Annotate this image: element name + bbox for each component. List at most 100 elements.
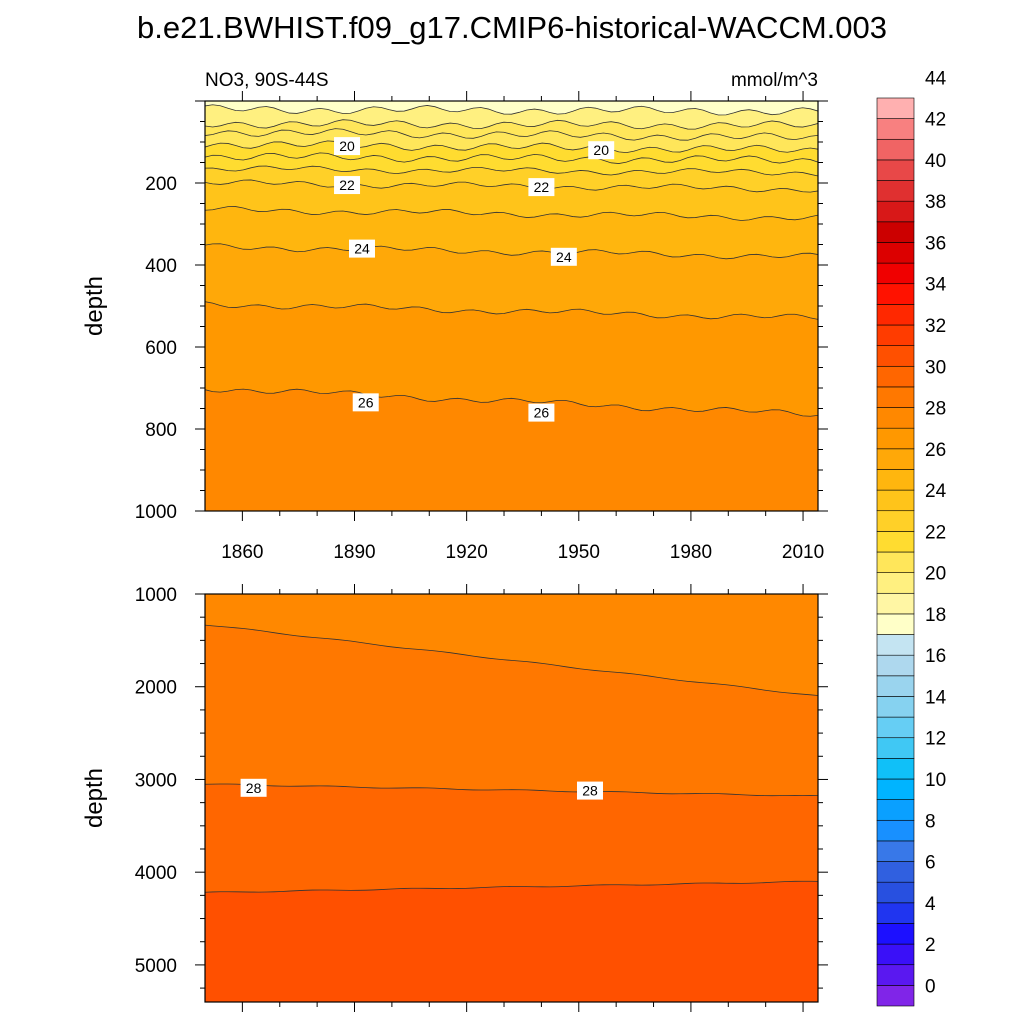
contour-fill-band xyxy=(205,101,818,116)
y-tick-label: 2000 xyxy=(135,678,177,699)
contour-label-box xyxy=(588,141,615,160)
upper-axis-ticks: 1860 1890 1920 1950 1980 2010 200 400 600 800 1000 xyxy=(135,91,828,563)
colorbar-box xyxy=(876,943,915,966)
contour-fill-band xyxy=(205,625,818,796)
colorbar-label: 2 xyxy=(925,935,936,956)
colorbar-label: 8 xyxy=(925,811,936,832)
colorbar-box xyxy=(876,324,915,346)
contour-label-text: 24 xyxy=(354,241,370,257)
chart-title: b.e21.BWHIST.f09_g17.CMIP6-historical-WA… xyxy=(137,10,887,45)
upper-y-axis-title: depth xyxy=(81,276,108,336)
colorbar-box xyxy=(876,819,915,842)
colorbar-label: 10 xyxy=(925,770,946,791)
lower-contour-labels: 28 28 xyxy=(240,778,603,800)
contour-label-box xyxy=(528,178,555,197)
contour-fill-band xyxy=(205,152,818,176)
contour-label-box xyxy=(348,239,375,258)
colorbar-label: 36 xyxy=(925,233,946,254)
colorbar-box xyxy=(876,469,915,491)
contour-line xyxy=(204,104,819,116)
contour-label: 20 xyxy=(334,137,361,156)
y-tick-label: 600 xyxy=(145,338,177,359)
colorbar-labels: 0246810121416182022242628303234363840424… xyxy=(925,68,947,997)
y-tick-label: 1000 xyxy=(135,502,177,523)
contour-label-text: 26 xyxy=(358,394,374,410)
colorbar-label: 18 xyxy=(925,605,946,626)
colorbar-label: 6 xyxy=(925,853,936,874)
contour-line xyxy=(204,179,819,193)
contour-line xyxy=(204,301,819,320)
colorbar-box xyxy=(876,283,915,305)
colorbar-box xyxy=(876,737,915,759)
colorbar-box xyxy=(876,985,915,1007)
colorbar-box xyxy=(876,489,915,512)
x-tick-label: 1860 xyxy=(221,542,263,563)
y-tick-label: 400 xyxy=(145,256,177,277)
colorbar-label: 14 xyxy=(925,687,947,708)
y-tick-label: 200 xyxy=(145,174,177,195)
x-tick-label: 1920 xyxy=(446,542,488,563)
lower-contour-lines xyxy=(204,624,819,893)
upper-left-title: NO3, 90S-44S xyxy=(205,70,329,91)
upper-panel: 20 20 22 22 24 24 26 26 1860 1890 1920 1950 1980 201… xyxy=(81,70,828,563)
colorbar-box xyxy=(876,613,915,635)
contour-label: 22 xyxy=(528,178,555,197)
colorbar-label: 20 xyxy=(925,564,946,585)
colorbar-box xyxy=(876,345,915,367)
colorbar: 0246810121416182022242628303234363840424… xyxy=(876,68,947,1007)
colorbar-box xyxy=(876,964,915,986)
colorbar-box xyxy=(876,138,915,161)
colorbar-box xyxy=(876,221,915,243)
y-tick-label: 4000 xyxy=(135,863,177,884)
colorbar-box xyxy=(876,551,915,573)
contour-label-box xyxy=(576,781,603,800)
contour-label-text: 20 xyxy=(339,138,355,154)
colorbar-label: 28 xyxy=(925,399,946,420)
colorbar-box xyxy=(876,365,915,388)
contour-label: 20 xyxy=(588,141,615,160)
contour-label-box xyxy=(550,247,577,266)
contour-label: 24 xyxy=(550,247,577,266)
colorbar-box xyxy=(876,407,915,429)
contour-label: 26 xyxy=(528,403,555,422)
contour-fill-band xyxy=(205,166,818,193)
contour-label: 22 xyxy=(334,176,361,195)
upper-contour-lines xyxy=(204,104,819,417)
colorbar-label: 44 xyxy=(925,68,947,89)
contour-line xyxy=(204,880,819,893)
upper-right-title: mmol/m^3 xyxy=(731,70,818,91)
colorbar-box xyxy=(876,696,915,718)
colorbar-label: 22 xyxy=(925,522,946,543)
contour-fill-band xyxy=(205,301,818,417)
colorbar-label: 26 xyxy=(925,440,946,461)
colorbar-box xyxy=(876,634,915,656)
upper-filled-contours xyxy=(205,101,818,511)
y-tick-label: 800 xyxy=(145,420,177,441)
contour-label-text: 26 xyxy=(534,405,550,421)
colorbar-box xyxy=(876,923,915,945)
colorbar-box xyxy=(876,654,915,677)
colorbar-box xyxy=(876,262,915,285)
contour-line xyxy=(204,140,819,154)
colorbar-label: 40 xyxy=(925,151,946,172)
colorbar-label: 16 xyxy=(925,646,946,667)
lower-y-axis-title: depth xyxy=(81,768,108,828)
lower-filled-contours xyxy=(205,594,818,1002)
colorbar-box xyxy=(876,386,915,408)
x-tick-label: 1890 xyxy=(333,542,375,563)
x-tick-label: 1950 xyxy=(558,542,600,563)
contour-fill-band xyxy=(205,119,818,141)
colorbar-box xyxy=(876,118,915,140)
colorbar-label: 38 xyxy=(925,192,946,213)
contour-label-box xyxy=(334,137,361,156)
y-tick-label: 1000 xyxy=(135,585,177,606)
contour-label: 28 xyxy=(576,781,603,800)
y-tick-label: 5000 xyxy=(135,956,177,977)
colorbar-label: 32 xyxy=(925,316,946,337)
contour-fill-band xyxy=(205,243,818,320)
colorbar-box xyxy=(876,592,915,615)
contour-line xyxy=(204,152,819,164)
contour-fill-band xyxy=(205,784,818,893)
colorbar-box xyxy=(876,799,915,821)
